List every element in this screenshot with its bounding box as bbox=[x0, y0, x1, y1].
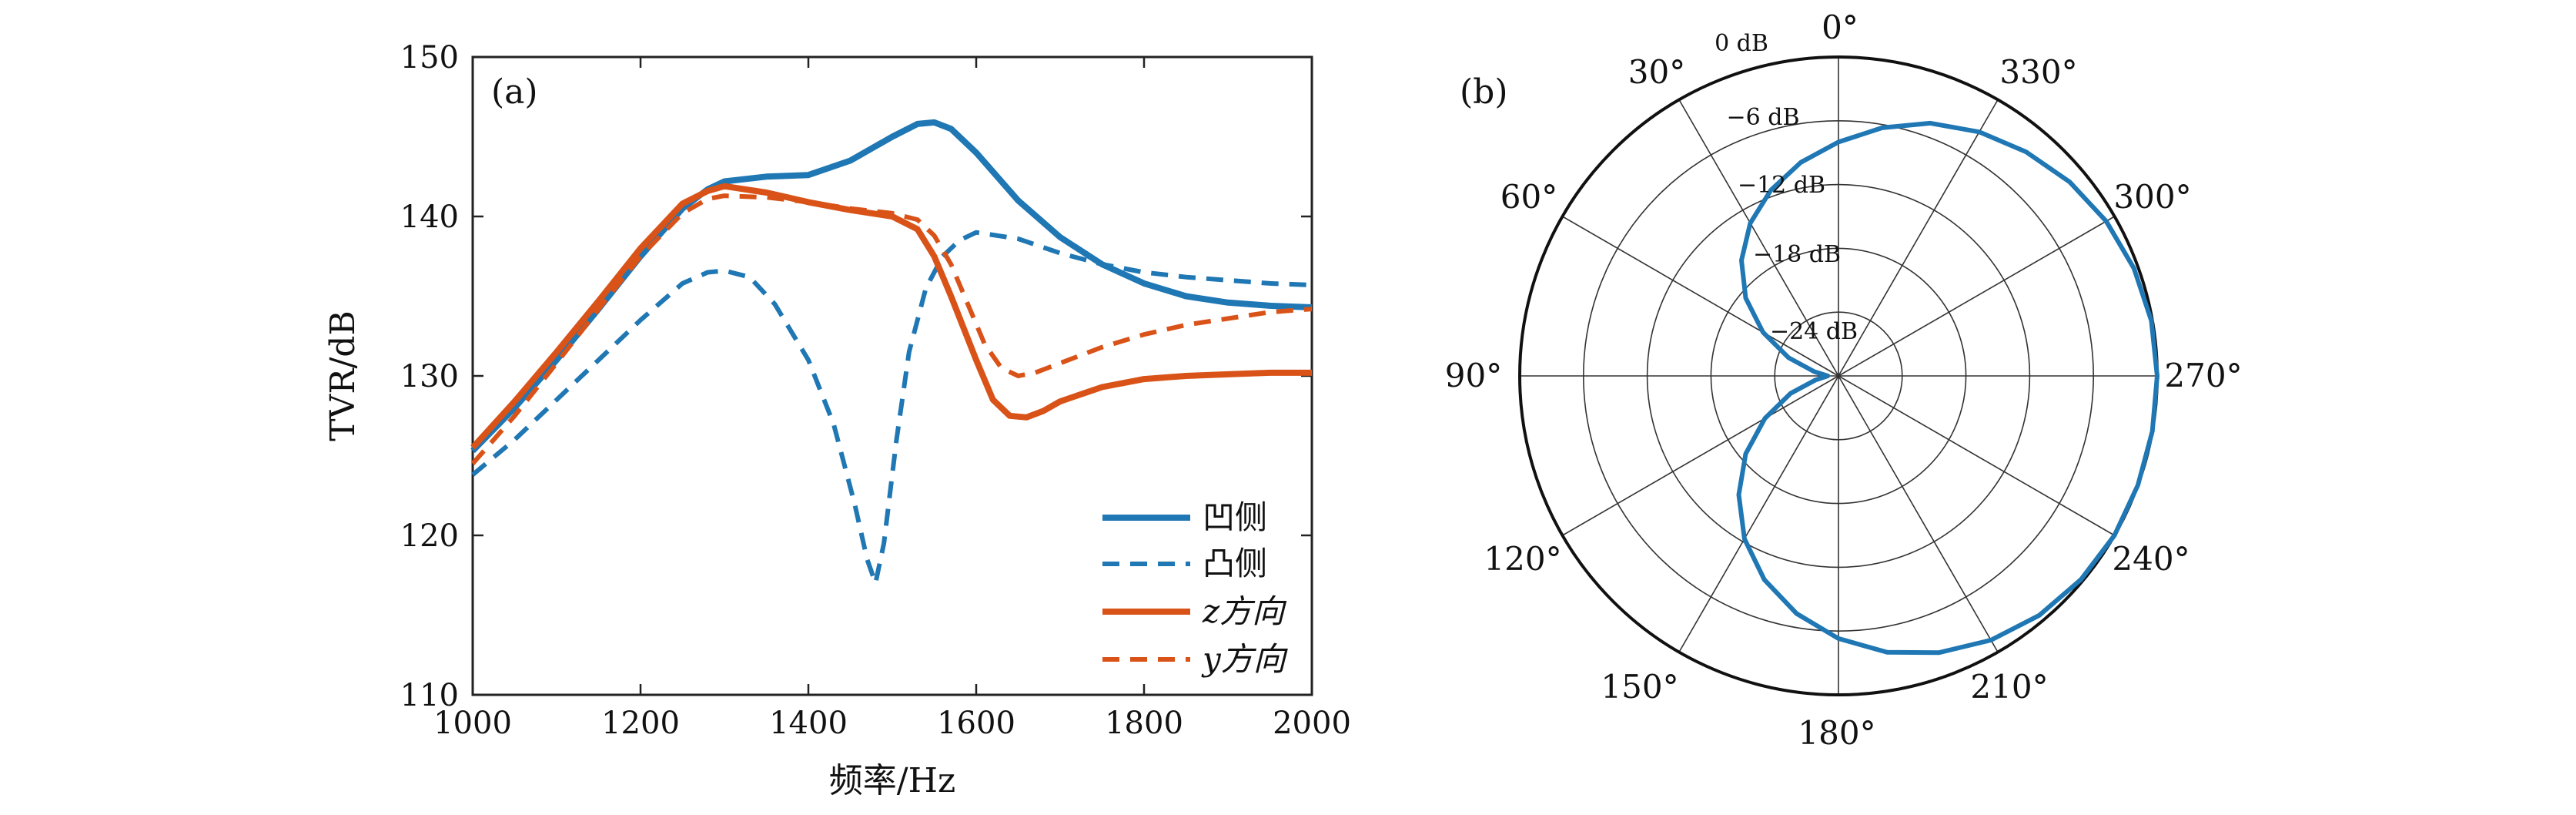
radial-label-minus18db: −18 dB bbox=[1753, 241, 1841, 268]
legend-label-z: z方向 bbox=[1202, 592, 1287, 630]
tvr-line-chart: (a) 频率/Hz TVR/dB 1000 1200 1400 1600 180… bbox=[323, 40, 1351, 800]
polar-spoke-210 bbox=[1838, 375, 1999, 652]
angle-label-270: 270° bbox=[2164, 357, 2242, 394]
axis-ticks bbox=[471, 55, 1313, 696]
legend-item-z: z方向 bbox=[1102, 592, 1287, 630]
angle-label-180: 180° bbox=[1798, 714, 1875, 752]
legend-label-concave: 凹侧 bbox=[1203, 498, 1267, 536]
polar-spoke-60 bbox=[1562, 216, 1839, 377]
angle-label-210: 210° bbox=[1970, 668, 2048, 706]
panel-label-a: (a) bbox=[491, 72, 538, 112]
polar-pattern-curve bbox=[1736, 120, 2159, 656]
x-tick-label-1800: 1800 bbox=[1105, 706, 1183, 741]
radial-label-minus12db: −12 dB bbox=[1738, 172, 1825, 199]
legend: 凹侧 凸侧 z方向 y方向 bbox=[1102, 498, 1289, 678]
angle-label-90: 90° bbox=[1445, 357, 1502, 394]
y-tick-label-150: 150 bbox=[400, 40, 459, 75]
series-line-concave bbox=[470, 119, 1313, 454]
series-line-convex bbox=[471, 230, 1313, 586]
polar-spoke-120 bbox=[1562, 375, 1839, 536]
y-tick-label-140: 140 bbox=[400, 200, 459, 235]
polar-beam-pattern: (b) 0° 30° 60° 90° 120° 150° 180° 210° 2… bbox=[1445, 8, 2243, 752]
polar-series bbox=[1736, 120, 2159, 656]
angle-label-240: 240° bbox=[2112, 540, 2190, 578]
angle-label-300: 300° bbox=[2113, 178, 2191, 216]
angle-label-150: 150° bbox=[1601, 668, 1678, 706]
polar-spoke-30 bbox=[1678, 99, 1839, 377]
x-axis-label: 频率/Hz bbox=[829, 761, 955, 800]
legend-item-convex: 凸侧 bbox=[1102, 545, 1267, 582]
legend-item-y: y方向 bbox=[1102, 640, 1289, 678]
angle-label-330: 330° bbox=[1999, 53, 2077, 91]
series-line-z bbox=[470, 183, 1312, 450]
y-axis-label: TVR/dB bbox=[323, 310, 363, 441]
series-lines bbox=[470, 119, 1313, 586]
series-line-y bbox=[470, 193, 1313, 465]
panel-label-b: (b) bbox=[1460, 72, 1508, 112]
angle-label-60: 60° bbox=[1500, 178, 1557, 216]
legend-item-concave: 凹侧 bbox=[1102, 498, 1267, 536]
polar-spoke-240 bbox=[1838, 375, 2115, 536]
legend-label-y: y方向 bbox=[1201, 640, 1289, 678]
angle-label-0: 0° bbox=[1822, 8, 1858, 46]
x-tick-label-1000: 1000 bbox=[433, 706, 512, 741]
polar-spoke-300 bbox=[1838, 216, 2115, 377]
x-tick-label-1200: 1200 bbox=[601, 706, 680, 741]
polar-spoke-150 bbox=[1678, 375, 1839, 652]
y-tick-label-110: 110 bbox=[400, 678, 459, 713]
radial-label-0db: 0 dB bbox=[1715, 30, 1768, 57]
angle-label-120: 120° bbox=[1484, 540, 1561, 578]
radial-label-minus6db: −6 dB bbox=[1726, 104, 1799, 131]
y-tick-label-120: 120 bbox=[400, 518, 459, 554]
x-tick-label-1600: 1600 bbox=[937, 706, 1015, 741]
x-tick-label-2000: 2000 bbox=[1273, 706, 1351, 741]
angle-label-30: 30° bbox=[1628, 53, 1685, 91]
legend-label-convex: 凸侧 bbox=[1203, 545, 1267, 582]
polar-spoke-330 bbox=[1838, 99, 1999, 377]
x-tick-label-1400: 1400 bbox=[769, 706, 848, 741]
y-tick-label-130: 130 bbox=[400, 359, 459, 394]
radial-label-minus24db: −24 dB bbox=[1770, 318, 1858, 345]
